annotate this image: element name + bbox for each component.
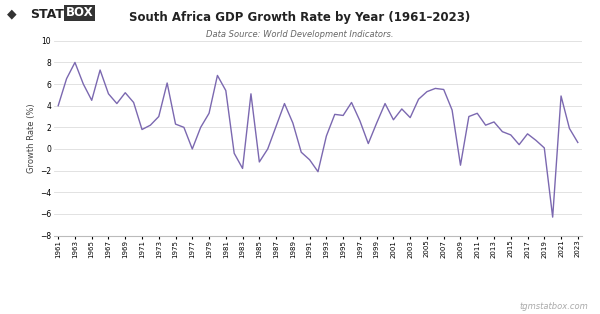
Text: South Africa GDP Growth Rate by Year (1961–2023): South Africa GDP Growth Rate by Year (19… [130, 11, 470, 24]
Text: STAT: STAT [30, 8, 64, 21]
Text: Data Source: World Development Indicators.: Data Source: World Development Indicator… [206, 30, 394, 39]
Text: ◆: ◆ [7, 8, 17, 21]
Text: tgmstatbox.com: tgmstatbox.com [519, 302, 588, 311]
Text: BOX: BOX [66, 6, 94, 19]
Y-axis label: Growth Rate (%): Growth Rate (%) [27, 103, 36, 173]
